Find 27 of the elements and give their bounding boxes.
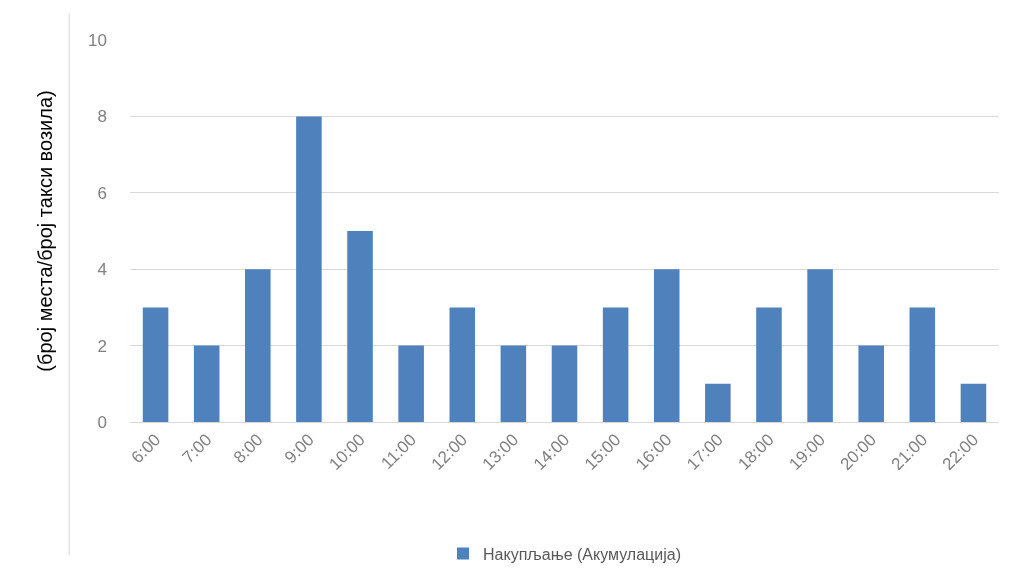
bar <box>653 269 680 422</box>
bar <box>193 345 220 422</box>
bar <box>909 307 936 422</box>
y-tick-label: 2 <box>97 336 107 356</box>
y-tick-label: 0 <box>97 412 107 432</box>
y-tick-label: 8 <box>97 107 107 127</box>
bar <box>398 345 424 422</box>
y-tick-label: 4 <box>97 260 107 280</box>
bar <box>347 231 373 422</box>
bar <box>807 269 833 422</box>
bar <box>756 307 782 422</box>
x-tick-label: 6:00 <box>127 430 165 468</box>
bar <box>602 307 629 422</box>
legend-label: Накупљање (Акумулација) <box>483 545 681 563</box>
y-tick-label: 6 <box>97 183 107 203</box>
bar <box>705 383 731 422</box>
bar <box>449 307 476 422</box>
y-tick-label: 10 <box>88 30 107 50</box>
x-tick-label: 7:00 <box>178 430 216 468</box>
bar <box>296 116 322 422</box>
bar <box>551 345 578 422</box>
bar <box>960 383 987 422</box>
y-axis-title: (број места/број такси возила) <box>33 90 56 372</box>
bar <box>858 345 884 422</box>
bar <box>500 345 527 422</box>
bar <box>142 307 169 422</box>
bar <box>245 269 271 422</box>
